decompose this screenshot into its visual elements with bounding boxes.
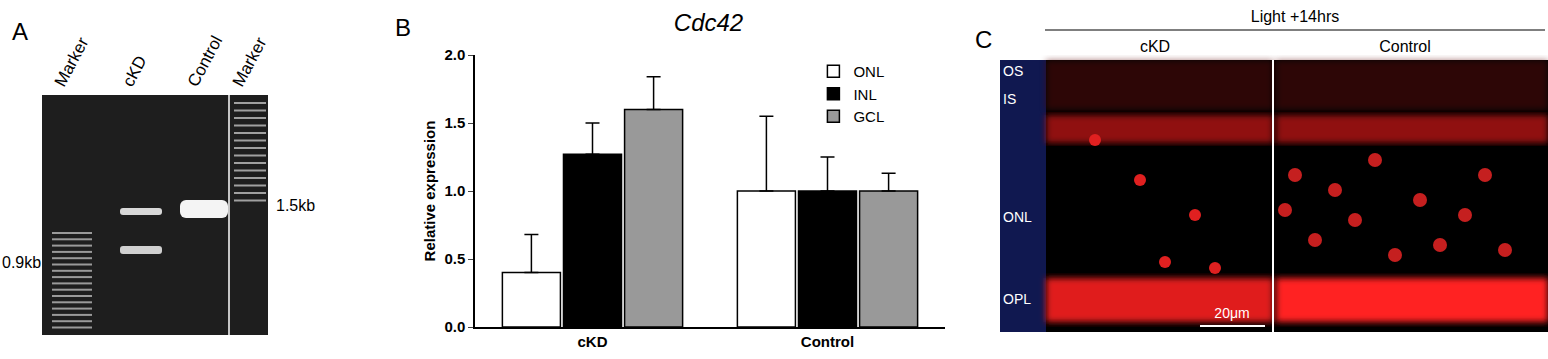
svg-text:IS: IS — [1003, 91, 1016, 107]
svg-text:1.5kb: 1.5kb — [276, 197, 315, 214]
svg-text:0.0: 0.0 — [444, 318, 465, 335]
svg-text:20μm: 20μm — [1214, 305, 1249, 321]
svg-text:A: A — [12, 18, 28, 45]
svg-text:INL: INL — [853, 86, 876, 103]
svg-text:Cdc42: Cdc42 — [674, 9, 743, 36]
svg-text:cKD: cKD — [1140, 38, 1170, 55]
svg-text:GCL: GCL — [853, 108, 884, 125]
svg-text:cKD: cKD — [119, 53, 151, 90]
svg-text:C: C — [975, 26, 992, 53]
svg-text:Control: Control — [1379, 38, 1431, 55]
svg-text:OS: OS — [1003, 63, 1023, 79]
svg-text:1.0: 1.0 — [444, 182, 465, 199]
svg-text:ONL: ONL — [853, 63, 884, 80]
svg-text:Control: Control — [184, 33, 227, 90]
svg-text:Light +14hrs: Light +14hrs — [1251, 8, 1340, 25]
svg-text:0.9kb: 0.9kb — [2, 254, 41, 271]
svg-text:Control: Control — [801, 333, 854, 350]
svg-text:Relative expression: Relative expression — [421, 121, 438, 262]
html-text:B: B — [395, 14, 411, 41]
svg-text:1.5: 1.5 — [444, 114, 465, 131]
svg-text:0.5: 0.5 — [444, 250, 465, 267]
svg-text:2.0: 2.0 — [444, 46, 465, 63]
svg-text:cKD: cKD — [577, 333, 607, 350]
svg-text:OPL: OPL — [1003, 291, 1031, 307]
svg-text:Marker: Marker — [51, 34, 93, 90]
svg-text:Marker: Marker — [229, 34, 271, 90]
svg-text:ONL: ONL — [1003, 209, 1032, 225]
